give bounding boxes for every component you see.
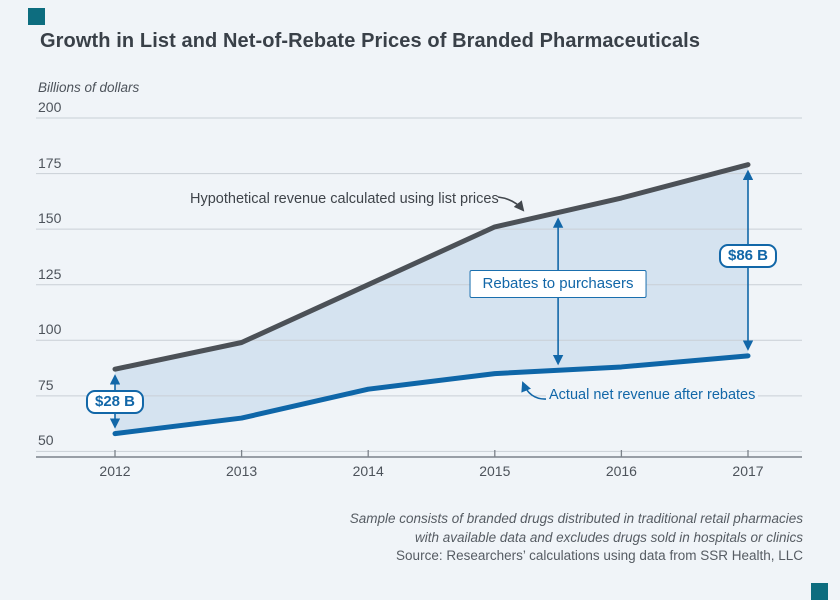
footnote-source: Source: Researchers’ calculations using … — [396, 548, 803, 563]
x-tick-label-2017: 2017 — [732, 463, 764, 479]
y-tick-label-50: 50 — [38, 432, 54, 449]
footnote-line-1: Sample consists of branded drugs distrib… — [349, 511, 803, 526]
y-tick-label-100: 100 — [38, 321, 62, 338]
y-axis-unit-label: Billions of dollars — [38, 80, 140, 95]
y-tick-label-125: 125 — [38, 265, 62, 282]
series-label-net-revenue: Actual net revenue after rebates — [546, 386, 759, 404]
x-tick-label-2013: 2013 — [226, 463, 258, 479]
y-tick-label-200: 200 — [38, 99, 62, 115]
series-line-1 — [112, 353, 751, 437]
y-tick-label-75: 75 — [38, 376, 54, 393]
gap-callout-2012: $28 B — [85, 390, 145, 414]
footnote-line-2: with available data and excludes drugs s… — [415, 529, 803, 545]
accent-square-bottom-right — [811, 583, 828, 600]
x-tick-label-2015: 2015 — [479, 463, 511, 479]
pointer-arrow-net-label — [521, 381, 548, 400]
series-line-0 — [112, 162, 751, 372]
pointer-arrow-list-label — [497, 196, 525, 212]
chart-dynamic-layer — [36, 117, 802, 458]
chart-title: Growth in List and Net-of-Rebate Prices … — [40, 30, 701, 52]
footnotes: Sample consists of branded drugs distrib… — [350, 510, 803, 566]
accent-square-top-left — [28, 8, 45, 25]
x-tick-label-2016: 2016 — [605, 463, 637, 479]
y-tick-label-150: 150 — [38, 210, 62, 227]
x-tick-label-2012: 2012 — [99, 463, 131, 479]
gap-callout-2017: $86 B — [718, 244, 778, 268]
rebates-callout: Rebates to purchasers — [469, 270, 647, 298]
series-label-list-prices: Hypothetical revenue calculated using li… — [190, 191, 499, 207]
x-tick-label-2014: 2014 — [352, 463, 384, 479]
y-tick-label-175: 175 — [38, 154, 62, 171]
